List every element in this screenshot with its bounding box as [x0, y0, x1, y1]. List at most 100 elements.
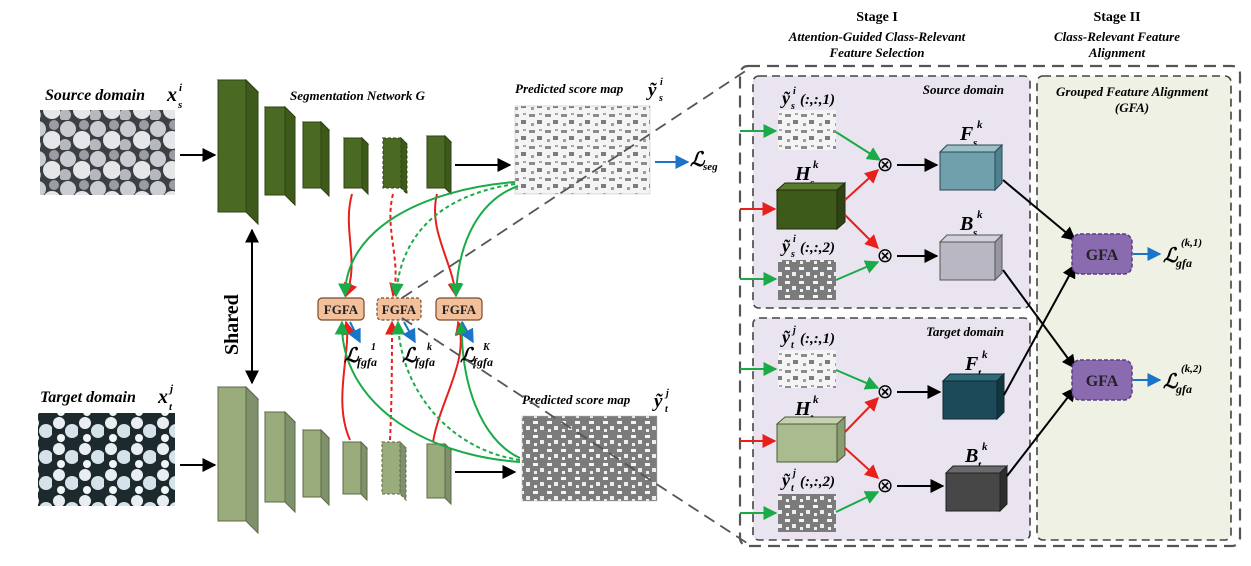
- yt1-map: [778, 350, 836, 388]
- stage1-subtitle-2: Feature Selection: [829, 45, 925, 60]
- pred-target-sup: j: [664, 388, 669, 399]
- green-arrow-src-k: [389, 183, 516, 298]
- pred-target-symbol: ỹ: [652, 391, 663, 412]
- fgfa-label-k: FGFA: [382, 302, 417, 317]
- tgt-layer-2: [263, 410, 297, 514]
- fgfa-loss-k: ℒ fgfa k: [402, 342, 435, 369]
- yt1-to-otimes: [835, 369, 880, 390]
- svg-text:1: 1: [371, 342, 376, 353]
- red-arrow-tgt-k: [384, 320, 399, 441]
- yt2-map: [778, 494, 836, 532]
- gfa-label-2: GFA: [1086, 373, 1119, 390]
- target-domain-text: Target domain: [40, 389, 136, 406]
- source-panel-title: Source domain: [923, 82, 1004, 97]
- svg-text:fgfa: fgfa: [473, 355, 493, 369]
- svg-text:(:,:,1): (:,:,1): [800, 92, 835, 108]
- svg-text:(:,:,2): (:,:,2): [800, 474, 835, 490]
- svg-text:K: K: [482, 342, 491, 353]
- Bt-cube: [944, 464, 1009, 513]
- Ht-to-otimes-2: [844, 447, 880, 479]
- otimes-src-B: ⊗: [877, 243, 894, 267]
- source-image: [40, 110, 175, 195]
- src-layer-2: [263, 105, 297, 207]
- source-domain-text: Source domain: [45, 87, 145, 104]
- gfa-label-1: GFA: [1086, 247, 1119, 264]
- Hs-to-otimes-2: [844, 214, 879, 249]
- ys1-label: ỹ s i (:,:,1): [780, 86, 835, 112]
- svg-text:(k,1): (k,1): [1181, 237, 1202, 249]
- svg-text:ℒ: ℒ: [460, 345, 476, 367]
- svg-text:k: k: [427, 342, 432, 353]
- fgfa-box-1: FGFA: [317, 297, 365, 321]
- Ft-to-gfa1: [1003, 263, 1076, 396]
- tgt-layer-5: [380, 440, 408, 502]
- ys1-to-otimes: [835, 131, 882, 161]
- tgt-layer-4: [341, 440, 369, 502]
- stage1-title: Stage I: [856, 10, 898, 25]
- tgt-layer-1: [216, 385, 260, 535]
- svg-text:fgfa: fgfa: [415, 355, 435, 369]
- svg-text:k: k: [977, 209, 983, 221]
- Bs-label: B s k: [959, 209, 983, 239]
- svg-text:j: j: [791, 325, 796, 336]
- src-layer-1: [216, 78, 260, 226]
- Ft-cube: [941, 372, 1006, 421]
- Fs-to-gfa1: [1002, 179, 1077, 241]
- green-arrow-tgt-k: [391, 320, 521, 461]
- otimes-tgt-B: ⊗: [877, 473, 894, 497]
- yt2-label: ỹ t j (:,:,2): [780, 468, 835, 494]
- svg-text:F: F: [959, 123, 974, 145]
- svg-text:t: t: [791, 340, 795, 351]
- svg-text:ỹ: ỹ: [780, 470, 791, 490]
- source-x-sub: s: [177, 99, 182, 111]
- svg-text:ℒ: ℒ: [402, 345, 418, 367]
- green-arrow-src-1: [338, 181, 516, 298]
- svg-text:t: t: [978, 367, 982, 379]
- pred-target-map: [521, 415, 658, 502]
- pred-source-label: Predicted score map ỹ s i: [515, 77, 663, 104]
- svg-text:ỹ: ỹ: [780, 327, 791, 347]
- svg-text:H: H: [794, 163, 812, 185]
- target-network: [216, 385, 453, 535]
- yt1-label: ỹ t j (:,:,1): [780, 325, 835, 351]
- Hs-cube: [775, 181, 847, 231]
- Bt-label: B t k: [964, 441, 988, 471]
- Ft-label: F t k: [964, 349, 988, 379]
- yt2-to-otimes: [835, 491, 880, 513]
- gfa-panel-title-2: (GFA): [1115, 100, 1149, 115]
- red-arrow-src-K: [434, 193, 462, 298]
- fgfa-loss-arrow-1: [348, 321, 361, 344]
- target-domain-label: Target domain x t j: [40, 383, 174, 413]
- Bs-cube: [938, 233, 1004, 282]
- target-image: [38, 413, 175, 506]
- Fs-cube: [938, 143, 1004, 192]
- svg-text:ℒ: ℒ: [1163, 371, 1179, 393]
- svg-text:s: s: [972, 227, 977, 239]
- svg-text:i: i: [793, 234, 796, 245]
- svg-text:s: s: [972, 137, 977, 149]
- target-x-sup: j: [168, 383, 174, 395]
- svg-text:s: s: [790, 249, 795, 260]
- gfa-loss-1: ℒ gfa (k,1): [1163, 237, 1202, 270]
- stage2-subtitle-2: Alignment: [1088, 45, 1146, 60]
- ys2-to-otimes: [835, 260, 880, 281]
- svg-text:ℒ: ℒ: [344, 345, 360, 367]
- green-arrow-tgt-K: [454, 320, 521, 459]
- fgfa-label-K: FGFA: [442, 302, 477, 317]
- green-arrow-src-K: [449, 185, 519, 298]
- svg-text:fgfa: fgfa: [357, 355, 377, 369]
- svg-text:k: k: [813, 394, 819, 406]
- source-network: [216, 78, 453, 226]
- ys1-map: [778, 110, 836, 150]
- pred-source-map: [514, 105, 651, 195]
- svg-text:k: k: [977, 119, 983, 131]
- svg-text:s: s: [790, 101, 795, 112]
- svg-text:k: k: [982, 349, 988, 361]
- otimes-src-F: ⊗: [877, 152, 894, 176]
- svg-text:ỹ: ỹ: [780, 236, 791, 256]
- network-label: Segmentation Network G: [290, 88, 426, 103]
- src-layer-3: [301, 120, 331, 198]
- Ht-to-otimes-1: [844, 396, 879, 433]
- Bs-to-gfa2: [1002, 269, 1076, 370]
